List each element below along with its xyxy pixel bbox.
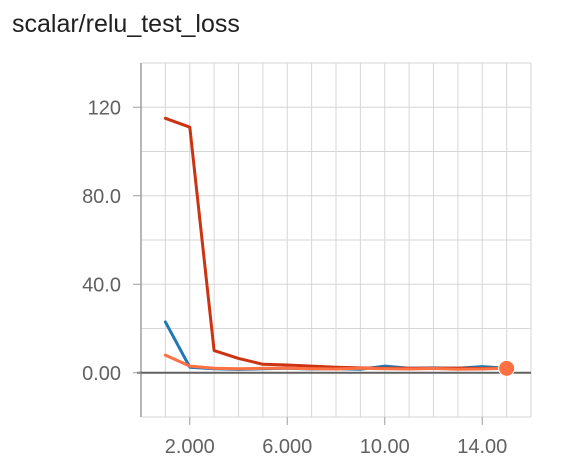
series-line-3 bbox=[163, 353, 509, 371]
y-tick-label: 40.0 bbox=[82, 274, 121, 296]
grid-layer bbox=[141, 62, 532, 418]
series-end-marker bbox=[498, 359, 516, 377]
x-tick-label: 2.000 bbox=[165, 436, 215, 458]
x-tick-label: 10.00 bbox=[360, 436, 410, 458]
series-layer bbox=[163, 116, 516, 377]
labels-layer: 0.00 40.0 80.0 120 2.000 6.000 10.00 14.00 bbox=[82, 97, 507, 458]
y-tick-label: 0.00 bbox=[82, 363, 121, 385]
x-tick-label: 14.00 bbox=[457, 436, 507, 458]
chart-title: scalar/relu_test_loss bbox=[12, 10, 240, 38]
x-tick-label: 6.000 bbox=[262, 436, 312, 458]
y-tick-label: 80.0 bbox=[82, 186, 121, 208]
axes-layer bbox=[133, 63, 531, 425]
y-tick-label: 120 bbox=[88, 97, 121, 119]
